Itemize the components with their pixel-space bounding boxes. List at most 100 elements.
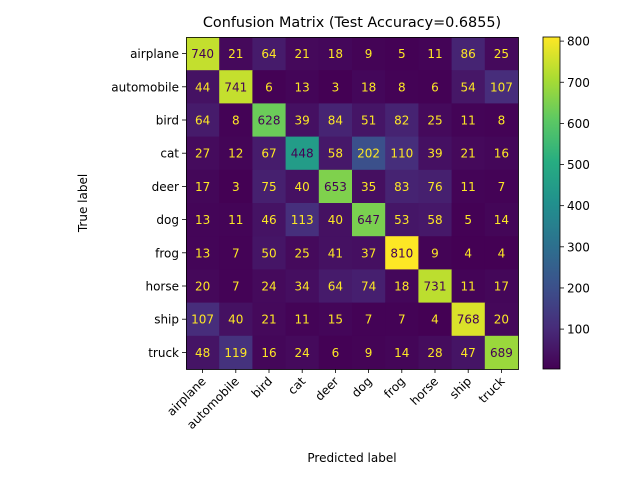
cell-value: 107 (191, 313, 214, 327)
heatmap-cell (385, 335, 419, 370)
cell-value: 16 (261, 346, 276, 360)
cell-value: 76 (427, 180, 442, 194)
cell-value: 7 (398, 313, 406, 327)
heatmap-cell (219, 70, 253, 104)
heatmap-cell (451, 70, 486, 104)
heatmap-cell (451, 103, 486, 138)
colorbar-tick-label: 500 (567, 158, 590, 172)
cell-value: 39 (427, 147, 442, 161)
heatmap-cell (219, 103, 253, 138)
heatmap-cell (418, 70, 453, 104)
heatmap-cell (418, 169, 453, 204)
heatmap-cell (318, 103, 353, 138)
heatmap-cell (285, 203, 320, 237)
cell-value: 12 (228, 147, 243, 161)
cell-value: 653 (324, 180, 347, 194)
heatmap-cell (219, 335, 253, 370)
heatmap-cell (252, 103, 287, 138)
cell-value: 35 (361, 180, 376, 194)
heatmap-cell (318, 236, 353, 270)
heatmap-cell (252, 335, 287, 370)
cell-value: 50 (261, 246, 276, 260)
cell-value: 17 (195, 180, 210, 194)
heatmap-cell (451, 236, 486, 270)
heatmap-cell (219, 169, 253, 204)
colorbar-tick-label: 600 (567, 117, 590, 131)
heatmap-cell (285, 70, 320, 104)
heatmap-cell (451, 37, 486, 71)
cell-value: 84 (328, 114, 343, 128)
heatmap-cell (352, 236, 386, 270)
y-tick-label: cat (160, 147, 179, 161)
cell-value: 51 (361, 114, 376, 128)
heatmap-cell (385, 269, 419, 304)
heatmap-cell (484, 37, 519, 71)
cell-value: 6 (431, 80, 439, 94)
cell-value: 41 (328, 246, 343, 260)
y-tick-label: automobile (111, 80, 179, 94)
cell-value: 8 (398, 80, 406, 94)
y-tick-label: ship (154, 313, 179, 327)
heatmap-cell (484, 136, 519, 171)
cell-value: 46 (261, 213, 276, 227)
cell-value: 34 (295, 280, 310, 294)
heatmap-cell (418, 37, 453, 71)
cell-value: 24 (261, 280, 276, 294)
x-tick-label: ship (447, 374, 474, 401)
heatmap-cell (285, 136, 320, 171)
heatmap-cell (252, 169, 287, 204)
cell-value: 21 (461, 147, 476, 161)
heatmap-cell (484, 70, 519, 104)
heatmap-cell (352, 37, 386, 71)
cell-value: 40 (228, 313, 243, 327)
heatmap-cell (352, 269, 386, 304)
heatmap-cell (352, 203, 386, 237)
heatmap-cell (385, 169, 419, 204)
y-axis-ticks: airplane automobile bird cat deer dog frog hors… (111, 47, 186, 360)
heatmap-cell (385, 37, 419, 71)
cell-value: 4 (431, 313, 439, 327)
cell-value: 48 (195, 346, 210, 360)
cell-value: 11 (461, 180, 476, 194)
cell-value: 8 (498, 114, 506, 128)
heatmap-cells (186, 37, 519, 370)
heatmap-cell (318, 70, 353, 104)
cell-value: 7 (498, 180, 506, 194)
cell-value: 110 (390, 147, 413, 161)
cell-value: 18 (361, 80, 376, 94)
heatmap-cell (186, 136, 220, 171)
heatmap-cell (186, 236, 220, 270)
cell-value: 740 (191, 47, 214, 61)
heatmap-cell (219, 203, 253, 237)
heatmap-cell (484, 269, 519, 304)
heatmap-cell (418, 335, 453, 370)
cell-value: 58 (328, 147, 343, 161)
cell-value: 768 (457, 313, 480, 327)
cell-value: 18 (394, 280, 409, 294)
heatmap-cell (484, 236, 519, 270)
heatmap-cell (318, 269, 353, 304)
cell-value: 18 (328, 47, 343, 61)
cell-value: 58 (427, 213, 442, 227)
cell-value: 64 (195, 114, 210, 128)
y-tick-label: bird (156, 114, 179, 128)
heatmap-cell (252, 203, 287, 237)
cell-value: 628 (258, 114, 281, 128)
cell-value: 20 (494, 313, 509, 327)
cell-value: 11 (427, 47, 442, 61)
cell-value: 8 (232, 114, 240, 128)
cell-value: 27 (195, 147, 210, 161)
cell-value: 64 (328, 280, 343, 294)
cell-value: 202 (357, 147, 380, 161)
cell-value: 7 (365, 313, 373, 327)
heatmap-cell (318, 169, 353, 204)
cell-value: 20 (195, 280, 210, 294)
heatmap-cell (186, 302, 220, 337)
chart-title: Confusion Matrix (Test Accuracy=0.6855) (203, 15, 501, 31)
heatmap-cell (252, 236, 287, 270)
heatmap-cell (186, 103, 220, 138)
heatmap-cell (418, 269, 453, 304)
heatmap-cell (451, 136, 486, 171)
